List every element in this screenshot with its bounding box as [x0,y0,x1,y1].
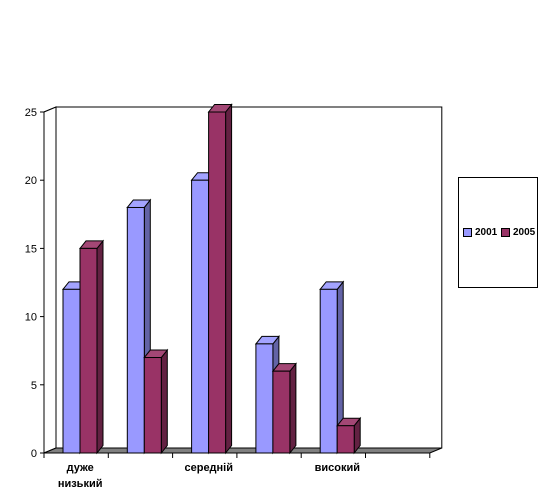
y-tick-label: 10 [25,312,37,324]
legend-swatch-2001 [463,228,472,237]
bar-2005-1 [143,348,169,455]
legend-label-2001: 2001 [475,227,498,238]
category-label: високий [315,462,360,474]
bar-2005-0 [78,239,105,455]
category-label: середній [184,462,233,474]
bars [61,103,362,455]
bar-2005-3 [271,362,297,455]
y-tick-label: 15 [25,243,37,255]
bar-2005-2 [207,103,233,455]
bar-2001-4 [319,280,345,455]
y-tick-label: 5 [31,380,37,392]
back-wall [55,106,443,449]
bar-2005-4 [336,416,362,455]
y-tick-label: 20 [25,175,37,187]
legend-label-2005: 2005 [513,227,536,238]
axes: 0 5 10 15 20 25 дуже низький середній високий [25,107,431,490]
y-tick-label: 25 [25,107,37,119]
legend-entry-2005: 2005 [501,227,535,238]
chart-walls [43,106,443,454]
side-wall [43,106,57,454]
chart-floor [43,447,442,454]
legend-entry-2001: 2001 [463,227,497,238]
legend-swatch-2005 [501,228,510,237]
legend: 2001 2005 [458,177,538,288]
category-label: дуже низький [58,462,103,490]
y-tick-label: 0 [31,448,37,460]
